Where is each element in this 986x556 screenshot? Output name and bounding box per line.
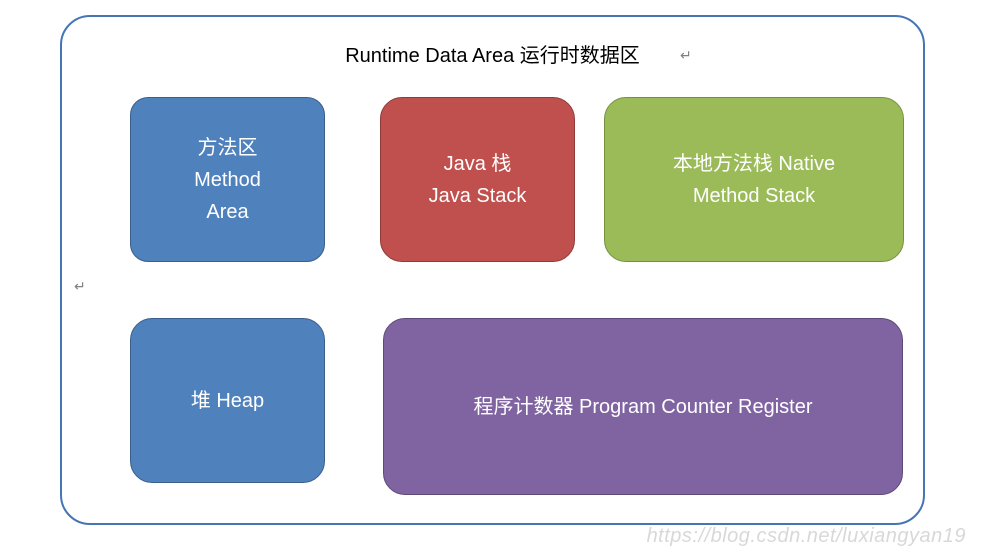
box-label-line: 堆 Heap bbox=[191, 385, 264, 417]
box-label-line: Area bbox=[206, 196, 248, 228]
box-label-line: 本地方法栈 Native bbox=[673, 148, 835, 180]
java-stack-box: Java 栈Java Stack bbox=[380, 97, 575, 262]
watermark-text: https://blog.csdn.net/luxiangyan19 bbox=[647, 525, 966, 548]
native-method-stack-box: 本地方法栈 NativeMethod Stack bbox=[604, 97, 904, 262]
box-label-line: Method bbox=[194, 164, 261, 196]
box-label-line: 程序计数器 Program Counter Register bbox=[474, 391, 813, 423]
method-area-box: 方法区MethodArea bbox=[130, 97, 325, 262]
box-label-line: Java 栈 bbox=[444, 148, 512, 180]
box-label-line: Method Stack bbox=[693, 180, 815, 212]
heap-box: 堆 Heap bbox=[130, 318, 325, 483]
paragraph-mark: ↵ bbox=[74, 278, 86, 295]
paragraph-mark: ↵ bbox=[680, 47, 692, 64]
program-counter-register-box: 程序计数器 Program Counter Register bbox=[383, 318, 903, 495]
box-label-line: 方法区 bbox=[198, 132, 258, 164]
box-label-line: Java Stack bbox=[429, 180, 527, 212]
diagram-title: Runtime Data Area 运行时数据区 bbox=[62, 39, 923, 68]
